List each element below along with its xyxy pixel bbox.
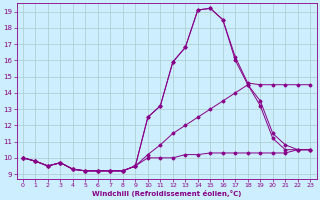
X-axis label: Windchill (Refroidissement éolien,°C): Windchill (Refroidissement éolien,°C) [92,190,241,197]
